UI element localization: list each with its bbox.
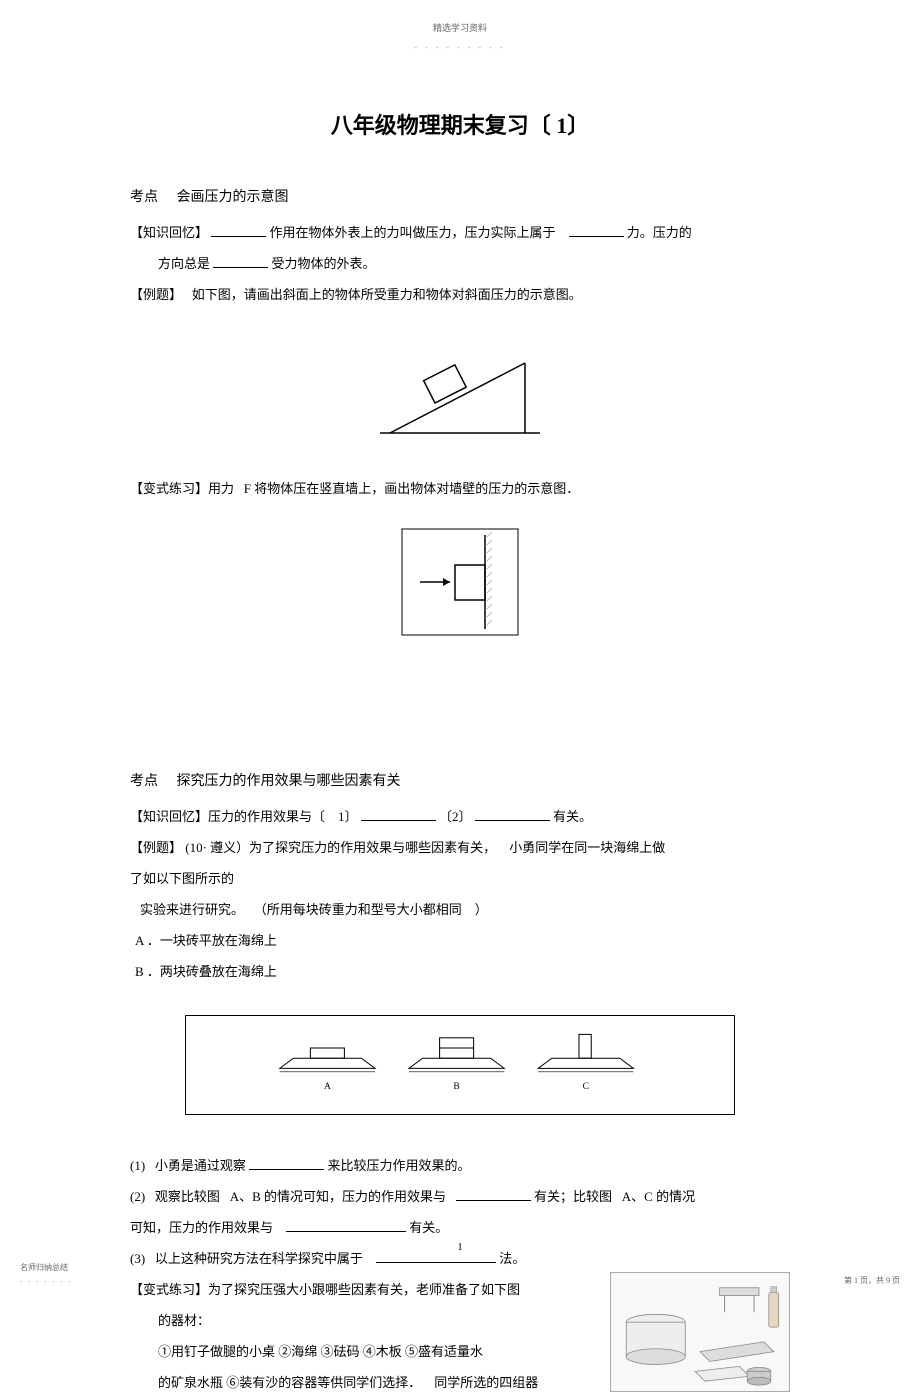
section2-heading: 考点 探究压力的作用效果与哪些因素有关 bbox=[130, 769, 790, 794]
knowledge-text4: 受力物体的外表。 bbox=[272, 256, 376, 271]
brick-label-a: A bbox=[324, 1082, 331, 1092]
experiment-note: （所用每块砖重力和型号大小都相同 bbox=[254, 902, 462, 917]
incline-diagram bbox=[370, 333, 550, 443]
blank bbox=[249, 1154, 324, 1170]
knowledge-label: 【知识回忆】压力的作用效果与〔 bbox=[130, 809, 325, 824]
header-small-text: 精选学习资料 bbox=[130, 20, 790, 36]
section2-knowledge: 【知识回忆】压力的作用效果与〔 1〕 〔2〕 有关。 bbox=[130, 804, 790, 830]
item-b: B ．两块砖叠放在海绵上 bbox=[130, 959, 790, 985]
blank bbox=[211, 221, 266, 237]
knowledge-label: 【知识回忆】 bbox=[130, 225, 208, 240]
blank bbox=[569, 221, 624, 237]
experiment-close: ） bbox=[475, 902, 488, 917]
section1-knowledge-cont: 方向总是 受力物体的外表。 bbox=[130, 251, 790, 277]
header-dots: - - - - - - - - - bbox=[130, 41, 790, 55]
variation-block: 【变式练习】为了探究压强大小跟哪些因素有关，老师准备了如下图 的器材： ①用钉子… bbox=[130, 1277, 790, 1396]
q1: (1) 小勇是通过观察 来比较压力作用效果的。 bbox=[130, 1153, 790, 1179]
section1-knowledge: 【知识回忆】 作用在物体外表上的力叫做压力，压力实际上属于 力。压力的 bbox=[130, 220, 790, 246]
figure-bricks-container: A B C bbox=[130, 1000, 790, 1137]
variation-text: F 将物体压在竖直墙上，画出物体对墙壁的压力的示意图． bbox=[244, 481, 579, 496]
spacer bbox=[130, 729, 790, 759]
knowledge-num2: 〔2〕 bbox=[439, 809, 472, 824]
tools-diagram bbox=[610, 1272, 790, 1392]
experiment-text: 实验来进行研究。 bbox=[140, 902, 244, 917]
knowledge-text3: 方向总是 bbox=[158, 256, 210, 271]
q2-text2: A、B 的情况可知，压力的作用效果与 bbox=[230, 1189, 446, 1204]
q2-text4: A、C 的情况 bbox=[622, 1189, 695, 1204]
section2-experiment: 实验来进行研究。 （所用每块砖重力和型号大小都相同 ） bbox=[130, 897, 790, 923]
q2-text3: 有关；比较图 bbox=[534, 1189, 612, 1204]
section1-variation: 【变式练习】用力 F 将物体压在竖直墙上，画出物体对墙壁的压力的示意图． bbox=[130, 476, 790, 502]
example-text1: (10· 遵义）为了探究压力的作用效果与哪些因素有关， bbox=[185, 840, 496, 855]
variation-label: 【变式练习】用力 bbox=[130, 481, 234, 496]
variation-text2: 的矿泉水瓶 ⑥装有沙的容器等供同学们选择． bbox=[158, 1375, 421, 1390]
section2-heading-label: 考点 bbox=[130, 774, 158, 789]
section1-heading: 考点 会画压力的示意图 bbox=[130, 185, 790, 210]
section2-example-cont: 了如以下图所示的 bbox=[130, 866, 790, 892]
q2-cont: 可知，压力的作用效果与 有关。 bbox=[130, 1215, 790, 1241]
q1-label: (1) bbox=[130, 1158, 145, 1173]
footer-left-text: 名师归纳总结 bbox=[20, 1261, 73, 1275]
brick-label-b: B bbox=[453, 1082, 459, 1092]
section1-heading-label: 考点 bbox=[130, 190, 158, 205]
blank bbox=[475, 805, 550, 821]
section1-heading-text: 会画压力的示意图 bbox=[177, 190, 289, 205]
q1-text1: 小勇是通过观察 bbox=[155, 1158, 246, 1173]
knowledge-text1: 作用在物体外表上的力叫做压力，压力实际上属于 bbox=[270, 225, 556, 240]
section1-example: 【例题】 如下图，请画出斜面上的物体所受重力和物体对斜面压力的示意图。 bbox=[130, 282, 790, 308]
brick-label-c: C bbox=[583, 1082, 589, 1092]
footer-center: 1 bbox=[0, 1238, 920, 1258]
example-text: 如下图，请画出斜面上的物体所受重力和物体对斜面压力的示意图。 bbox=[192, 287, 582, 302]
footer-left: 名师归纳总结 - - - - - - - bbox=[20, 1261, 73, 1288]
q2-label: (2) bbox=[130, 1189, 145, 1204]
example-label: 【例题】 bbox=[130, 840, 182, 855]
blank bbox=[213, 252, 268, 268]
section2-heading-text: 探究压力的作用效果与哪些因素有关 bbox=[177, 774, 401, 789]
figure-incline-container bbox=[130, 323, 790, 460]
main-title: 八年级物理期末复习〔 1〕 bbox=[130, 106, 790, 146]
example-text3: 了如以下图所示的 bbox=[130, 871, 234, 886]
variation-text3: 同学所选的四组器 bbox=[434, 1375, 538, 1390]
section2-example: 【例题】 (10· 遵义）为了探究压力的作用效果与哪些因素有关， 小勇同学在同一… bbox=[130, 835, 790, 861]
example-label: 【例题】 bbox=[130, 287, 182, 302]
blank bbox=[456, 1185, 531, 1201]
q2-text5: 可知，压力的作用效果与 bbox=[130, 1220, 273, 1235]
footer-left-dots: - - - - - - - bbox=[20, 1275, 73, 1288]
knowledge-text2: 力。压力的 bbox=[627, 225, 692, 240]
knowledge-end: 有关。 bbox=[553, 809, 592, 824]
blank bbox=[361, 805, 436, 821]
item-a: A ．一块砖平放在海绵上 bbox=[130, 928, 790, 954]
footer-right: 第 1 页，共 9 页 bbox=[844, 1274, 900, 1288]
bricks-diagram: A B C bbox=[185, 1015, 735, 1115]
figure-wall-container bbox=[130, 517, 790, 654]
q2-text1: 观察比较图 bbox=[155, 1189, 220, 1204]
q2-text6: 有关。 bbox=[409, 1220, 448, 1235]
spacer bbox=[130, 669, 790, 729]
variation-label: 【变式练习】为了探究压强大小跟哪些因素有关，老师准备了如下图 bbox=[130, 1282, 520, 1297]
example-text2: 小勇同学在同一块海绵上做 bbox=[509, 840, 665, 855]
q1-text2: 来比较压力作用效果的。 bbox=[327, 1158, 470, 1173]
knowledge-num1: 1〕 bbox=[338, 809, 358, 824]
blank bbox=[286, 1216, 406, 1232]
wall-diagram bbox=[400, 527, 520, 637]
q2: (2) 观察比较图 A、B 的情况可知，压力的作用效果与 有关；比较图 A、C … bbox=[130, 1184, 790, 1210]
